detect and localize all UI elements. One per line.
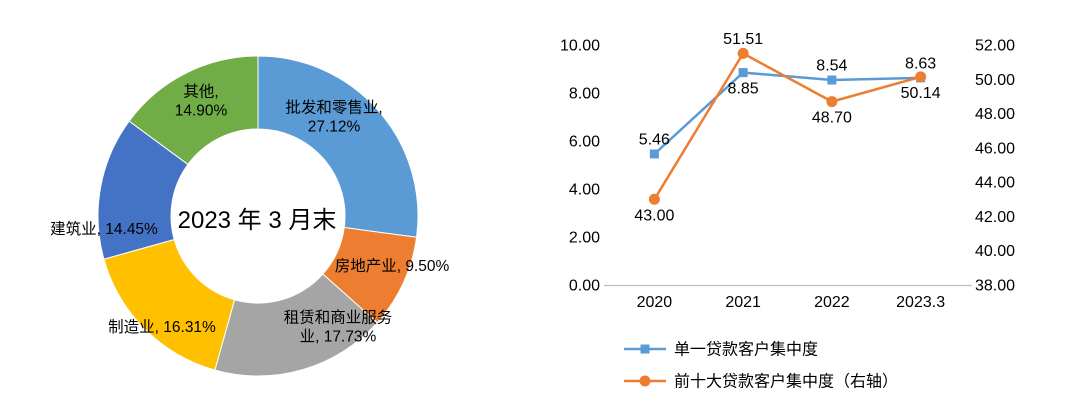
donut-segment — [257, 55, 419, 238]
left-axis-tick-label: 2.00 — [569, 230, 600, 247]
data-point-marker — [648, 193, 660, 205]
left-axis-tick-label: 10.00 — [560, 38, 600, 55]
data-point-label: 51.51 — [723, 31, 763, 48]
series-line — [653, 51, 921, 200]
data-point-label: 8.85 — [728, 81, 759, 98]
right-axis-tick-label: 38.00 — [975, 278, 1015, 295]
loan-industry-donut-chart: 批发和零售业, 27.12% 房地产业, 9.50% 租赁和商业服务业, 17.73%… — [50, 55, 450, 377]
data-point-marker — [737, 47, 749, 59]
loan-concentration-line-panel: 10.00 8.00 6.00 4.00 2.00 0.00 52.00 50.00 48.00… — [520, 0, 1080, 411]
left-axis-tick-label: 6.00 — [569, 134, 600, 151]
donut-segment-label: 制造业, 16.31% — [108, 318, 216, 336]
right-axis-tick-label: 40.00 — [975, 243, 1015, 260]
x-axis-category-label: 2020 — [637, 294, 673, 311]
x-axis-category-label: 2021 — [725, 294, 761, 311]
left-axis-tick-label: 4.00 — [569, 182, 600, 199]
data-point-label: 8.63 — [905, 55, 936, 72]
donut-segment-label: 房地产业, 9.50% — [335, 257, 450, 275]
donut-segment-label: 其他, 14.90% — [175, 83, 228, 120]
data-point-label: 8.54 — [816, 58, 847, 75]
donut-segment-label: 租赁和商业服务业, 17.73% — [284, 309, 393, 346]
data-point-marker — [826, 96, 838, 108]
left-axis-tick-label: 0.00 — [569, 278, 600, 295]
data-point-marker — [827, 75, 837, 85]
left-axis-tick-label: 8.00 — [569, 86, 600, 103]
donut-segment — [128, 55, 259, 166]
legend-marker — [640, 344, 650, 354]
donut-segment-label: 建筑业, 14.45% — [50, 220, 158, 238]
right-axis-tick-label: 42.00 — [975, 209, 1015, 226]
loan-industry-donut-panel: 批发和零售业, 27.12% 房地产业, 9.50% 租赁和商业服务业, 17.73%… — [0, 0, 520, 411]
right-axis-tick-label: 52.00 — [975, 38, 1015, 55]
right-axis-tick-label: 44.00 — [975, 175, 1015, 192]
data-point-marker — [915, 71, 927, 83]
x-axis-category-label: 2023.3 — [896, 294, 945, 311]
donut-segment — [103, 238, 236, 371]
data-point-marker — [649, 149, 659, 159]
legend-marker — [639, 375, 651, 387]
legend-label: 前十大贷款客户集中度（右轴） — [674, 373, 898, 391]
data-point-marker — [738, 68, 748, 78]
right-axis-tick-label: 48.00 — [975, 106, 1015, 123]
x-axis-category-label: 2022 — [814, 294, 850, 311]
loan-concentration-line-chart: 10.00 8.00 6.00 4.00 2.00 0.00 52.00 50.00 48.00… — [560, 31, 1015, 391]
data-point-label: 5.46 — [639, 131, 670, 148]
data-point-label: 43.00 — [634, 207, 674, 224]
legend-label: 单一贷款客户集中度 — [674, 341, 818, 359]
data-point-label: 50.14 — [901, 85, 941, 102]
right-axis-tick-label: 46.00 — [975, 140, 1015, 157]
series-line — [653, 71, 921, 155]
data-point-label: 48.70 — [812, 110, 852, 127]
donut-center-label: 2023 年 3 月末 — [178, 207, 337, 234]
donut-segment-label: 批发和零售业, 27.12% — [285, 99, 382, 136]
right-axis-tick-label: 50.00 — [975, 72, 1015, 89]
